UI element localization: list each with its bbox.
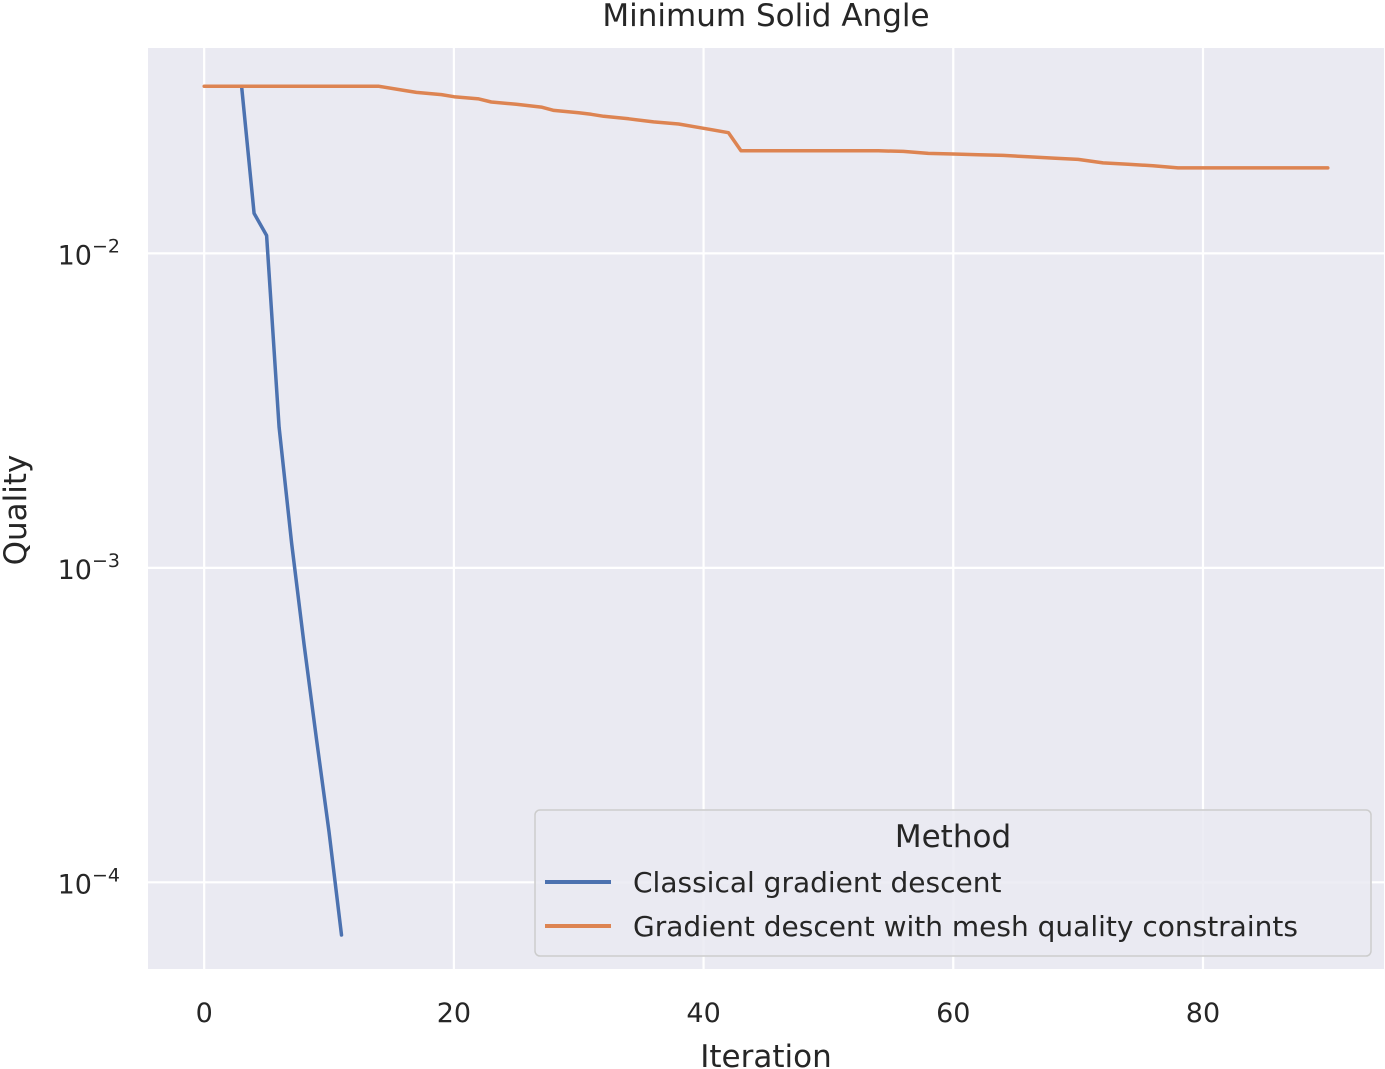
y-tick-label: 10−4 bbox=[58, 864, 120, 900]
y-axis-label: Quality bbox=[0, 455, 34, 566]
series-line-0 bbox=[239, 84, 344, 937]
legend-label-classical: Classical gradient descent bbox=[633, 866, 1001, 899]
y-tick-label: 10−3 bbox=[58, 550, 120, 586]
legend: Method Classical gradient descent Gradie… bbox=[534, 809, 1372, 957]
series-layer bbox=[202, 84, 1330, 937]
y-tick-labels: 10−4 10−3 10−2 bbox=[58, 235, 120, 900]
x-axis-label: Iteration bbox=[700, 1039, 832, 1069]
x-tick-label: 80 bbox=[1186, 998, 1220, 1029]
series-line-1 bbox=[202, 84, 1330, 170]
legend-label-constrained: Gradient descent with mesh quality const… bbox=[633, 910, 1298, 943]
legend-title: Method bbox=[895, 819, 1011, 855]
x-tick-label: 0 bbox=[196, 998, 213, 1029]
x-tick-label: 20 bbox=[437, 998, 471, 1029]
x-tick-label: 60 bbox=[936, 998, 970, 1029]
x-tick-label: 40 bbox=[686, 998, 720, 1029]
y-tick-label: 10−2 bbox=[58, 235, 120, 271]
chart-title: Minimum Solid Angle bbox=[602, 0, 929, 34]
legend-box bbox=[534, 809, 1372, 957]
x-tick-labels: 0 20 40 60 80 bbox=[196, 998, 1221, 1029]
